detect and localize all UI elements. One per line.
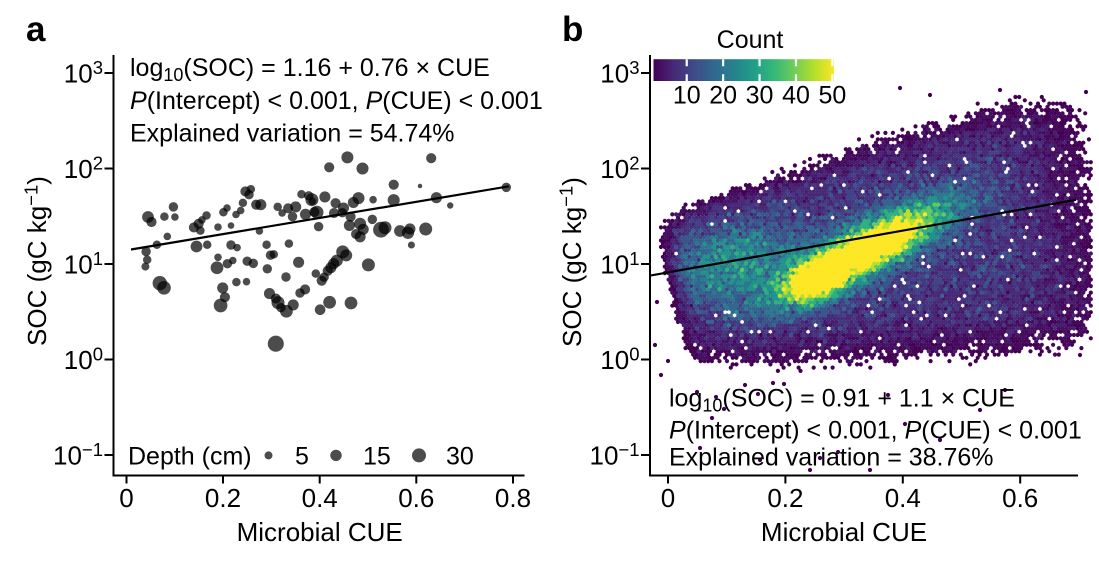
svg-text:log10(SOC) = 1.16 + 0.76 × CUE: log10(SOC) = 1.16 + 0.76 × CUE	[130, 54, 490, 85]
svg-text:log10(SOC) = 0.91 + 1.1 × CUE: log10(SOC) = 0.91 + 1.1 × CUE	[669, 385, 1015, 416]
svg-text:0.6: 0.6	[1002, 483, 1038, 513]
svg-text:P(Intercept) < 0.001, P(CUE) <: P(Intercept) < 0.001, P(CUE) < 0.001	[130, 87, 543, 115]
svg-text:30: 30	[746, 82, 774, 110]
svg-text:0: 0	[661, 483, 675, 513]
svg-text:20: 20	[709, 82, 737, 110]
svg-text:Explained variation = 54.74%: Explained variation = 54.74%	[130, 120, 455, 148]
svg-text:0: 0	[119, 483, 133, 513]
svg-text:15: 15	[363, 442, 391, 470]
svg-text:0.4: 0.4	[885, 483, 921, 513]
svg-text:Microbial CUE: Microbial CUE	[237, 517, 403, 547]
svg-text:0.2: 0.2	[767, 483, 803, 513]
svg-text:30: 30	[446, 442, 474, 470]
svg-text:5: 5	[295, 442, 309, 470]
svg-text:Explained variation = 38.76%: Explained variation = 38.76%	[669, 443, 994, 471]
svg-text:0.2: 0.2	[205, 483, 241, 513]
svg-text:a: a	[26, 10, 46, 49]
svg-text:P(Intercept) < 0.001, P(CUE) <: P(Intercept) < 0.001, P(CUE) < 0.001	[669, 416, 1082, 444]
svg-text:0.8: 0.8	[495, 483, 531, 513]
svg-text:10: 10	[673, 82, 701, 110]
svg-text:b: b	[562, 10, 583, 49]
svg-text:Microbial CUE: Microbial CUE	[761, 517, 927, 547]
svg-text:50: 50	[818, 82, 846, 110]
svg-text:Depth (cm): Depth (cm)	[128, 442, 252, 470]
svg-text:0.6: 0.6	[398, 483, 434, 513]
svg-text:40: 40	[782, 82, 810, 110]
svg-text:Count: Count	[717, 26, 784, 54]
svg-text:0.4: 0.4	[302, 483, 338, 513]
